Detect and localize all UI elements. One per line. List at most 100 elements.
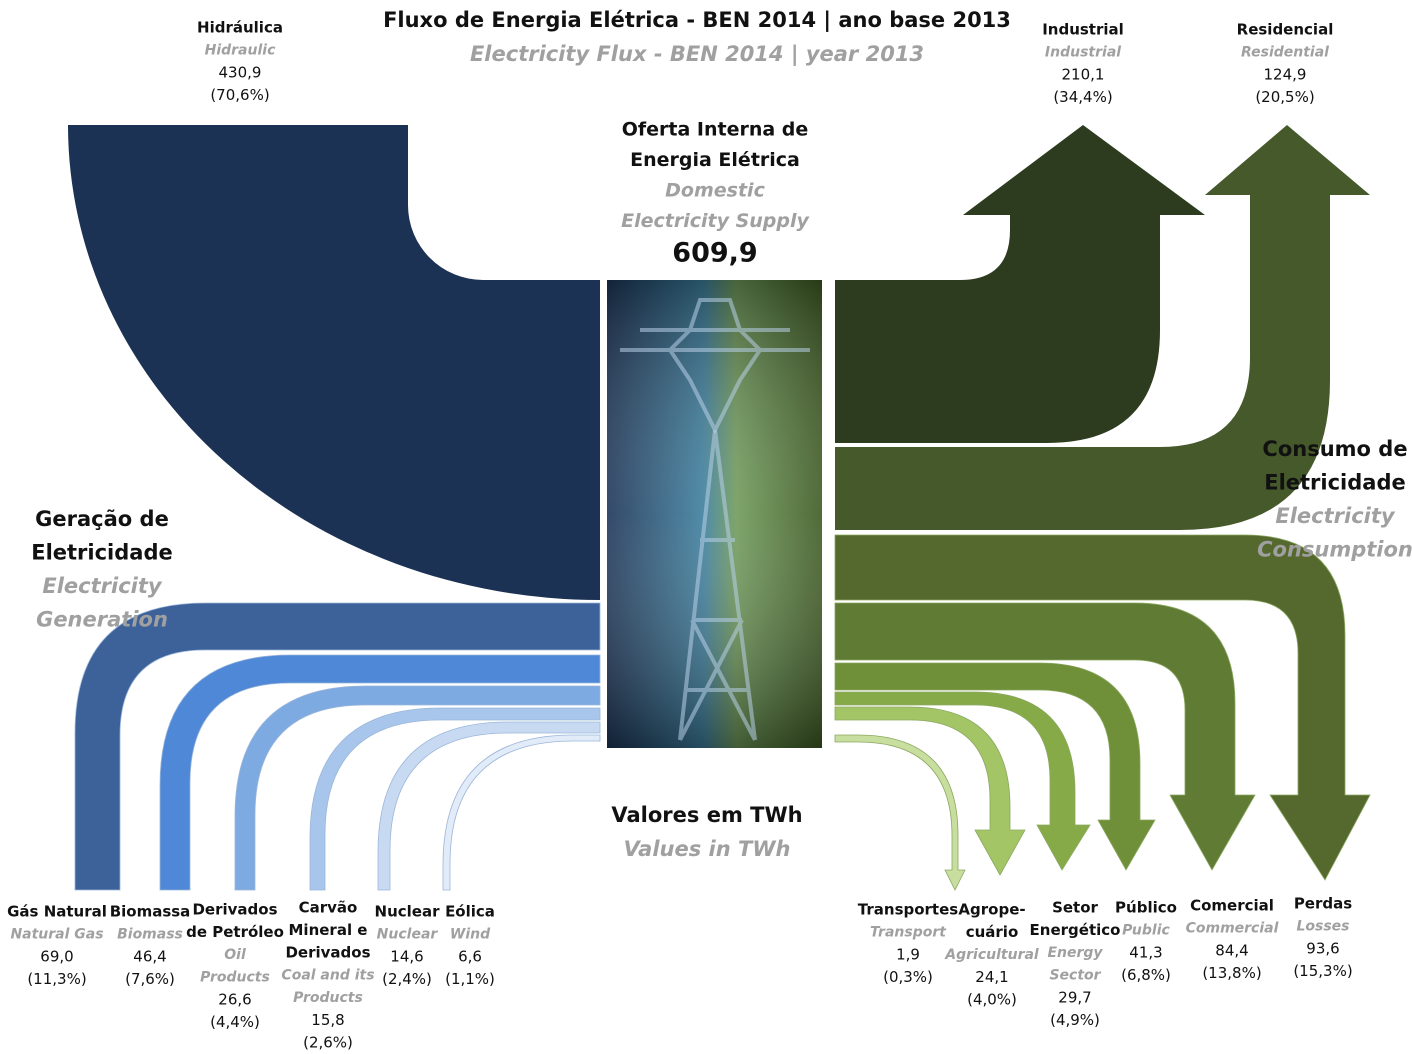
- source-name: Mineral e: [289, 921, 368, 939]
- source-english: Coal and its: [281, 968, 374, 984]
- tower: [620, 298, 810, 741]
- sector-english: Transport: [870, 925, 947, 941]
- value: 14,6: [390, 948, 423, 966]
- sector-name: Industrial: [1042, 21, 1124, 39]
- flow-consumption: [834, 534, 1371, 881]
- units-sublabel: Values in TWh: [624, 837, 791, 861]
- units-label: Valores em TWh: [611, 803, 802, 827]
- flow-generation: [74, 602, 601, 891]
- value: 41,3: [1129, 944, 1162, 962]
- flow-consumption: [834, 734, 966, 891]
- consumption-subtitle: Consumption: [1257, 538, 1412, 562]
- flow-generation: [309, 707, 601, 891]
- supply-title: Oferta Interna de: [622, 119, 809, 141]
- source-english: Nuclear: [377, 927, 439, 943]
- consumption-title: Eletricidade: [1264, 471, 1406, 495]
- sector-english: Residential: [1241, 45, 1329, 61]
- share: (6,8%): [1121, 966, 1171, 984]
- flow-residencial: [835, 125, 1370, 530]
- subtitle: Electricity Flux - BEN 2014 | year 2013: [470, 42, 924, 67]
- value: 210,1: [1062, 66, 1105, 84]
- share: (7,6%): [125, 970, 175, 988]
- sector-name: Transportes: [858, 901, 958, 919]
- sector-name: Comercial: [1190, 897, 1274, 915]
- generation-title: Eletricidade: [31, 541, 173, 565]
- source-name: de Petróleo: [186, 923, 284, 941]
- sector-english: Industrial: [1045, 45, 1121, 61]
- source-name: Carvão: [299, 899, 358, 917]
- supply-title: Energia Elétrica: [630, 149, 800, 171]
- source-name: Derivados: [192, 901, 277, 919]
- sector-name: Agrope-: [958, 901, 1025, 919]
- source-name: Eólica: [445, 903, 495, 921]
- source-name: Nuclear: [375, 903, 441, 921]
- value: 430,9: [219, 64, 262, 82]
- share: (4,9%): [1050, 1011, 1100, 1029]
- value: 15,8: [311, 1011, 344, 1029]
- flow-generation: [377, 721, 601, 891]
- value: 29,7: [1058, 989, 1091, 1007]
- consumption-title: Consumo de: [1262, 437, 1407, 461]
- source-name: Gás Natural: [7, 903, 107, 921]
- value: 1,9: [896, 946, 920, 964]
- share: (70,6%): [210, 86, 269, 104]
- sector-name: Residencial: [1237, 21, 1334, 39]
- flows: [68, 125, 1371, 891]
- share: (20,5%): [1255, 88, 1314, 106]
- source-english: Products: [200, 970, 270, 986]
- share: (1,1%): [445, 970, 495, 988]
- source-english: Hidraulic: [205, 43, 276, 59]
- generation-subtitle: Electricity: [42, 574, 163, 598]
- sector-name: Energético: [1030, 921, 1121, 939]
- flow-generation: [234, 685, 601, 891]
- value: 84,4: [1215, 942, 1248, 960]
- share: (11,3%): [27, 970, 86, 988]
- flow-industrial: [835, 125, 1205, 443]
- value: 6,6: [458, 948, 482, 966]
- sector-name: Público: [1115, 899, 1177, 917]
- supply-subtitle: Electricity Supply: [621, 210, 810, 232]
- sector-english: Losses: [1296, 919, 1349, 935]
- value: 124,9: [1264, 66, 1307, 84]
- share: (0,3%): [883, 968, 933, 986]
- value: 46,4: [133, 948, 166, 966]
- share: (2,6%): [303, 1034, 353, 1052]
- flow-hidraulica: [68, 125, 600, 600]
- source-english: Oil: [224, 947, 246, 963]
- flow-consumption: [834, 691, 1091, 871]
- flow-consumption: [834, 706, 1026, 876]
- share: (4,0%): [967, 991, 1017, 1009]
- share: (15,3%): [1293, 962, 1352, 980]
- sector-english: Energy: [1047, 945, 1103, 961]
- share: (34,4%): [1053, 88, 1112, 106]
- source-name: Hidráulica: [197, 19, 283, 37]
- value: 26,6: [218, 991, 251, 1009]
- sector-name: cuário: [966, 923, 1019, 941]
- share: (13,8%): [1202, 964, 1261, 982]
- generation-subtitle: Generation: [36, 608, 168, 632]
- value: 69,0: [40, 948, 73, 966]
- value: 24,1: [975, 968, 1008, 986]
- source-english: Wind: [450, 927, 491, 943]
- sector-english: Commercial: [1186, 921, 1279, 937]
- source-name: Biomassa: [110, 903, 191, 921]
- sector-name: Setor: [1052, 899, 1098, 917]
- flow-generation: [442, 734, 601, 891]
- source-name: Derivados: [285, 944, 370, 962]
- source-english: Natural Gas: [10, 927, 103, 943]
- supply-subtitle: Domestic: [665, 180, 765, 202]
- source-english: Products: [293, 990, 363, 1006]
- value: 93,6: [1306, 940, 1339, 958]
- title: Fluxo de Energia Elétrica - BEN 2014 | a…: [383, 8, 1011, 33]
- flow-consumption: [834, 662, 1156, 871]
- sector-english: Public: [1122, 923, 1170, 939]
- sector-english: Agricultural: [944, 947, 1039, 963]
- flow-generation: [159, 654, 601, 891]
- share: (2,4%): [382, 970, 432, 988]
- share: (4,4%): [210, 1013, 260, 1031]
- source-english: Biomass: [117, 927, 183, 943]
- consumption-subtitle: Electricity: [1275, 504, 1396, 528]
- supply-value: 609,9: [672, 238, 757, 269]
- sector-name: Perdas: [1294, 895, 1352, 913]
